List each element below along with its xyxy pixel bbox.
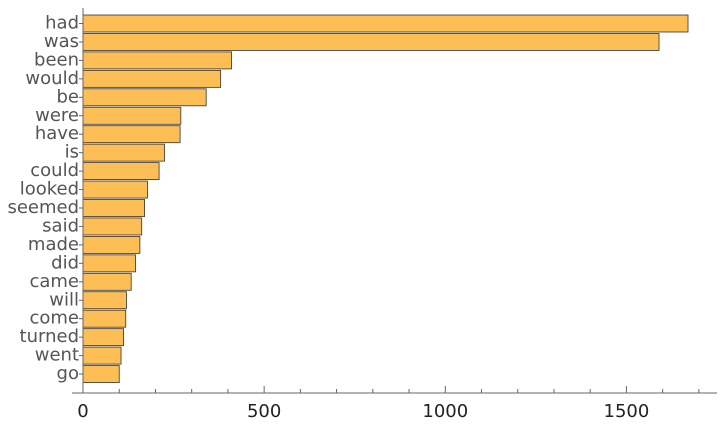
bar-could (82, 162, 160, 181)
category-label-would: would (25, 68, 79, 89)
bar-will (82, 291, 127, 310)
x-axis: 0 500 1000 1500 (72, 386, 717, 422)
x-tick-label-1500: 1500 (604, 401, 650, 422)
bar-be (82, 88, 207, 107)
category-label-was: was (44, 31, 79, 52)
category-label-be: be (57, 86, 80, 107)
category-label-could: could (30, 160, 79, 181)
bar-had (82, 14, 689, 33)
bar-looked (82, 180, 148, 199)
category-label-did: did (51, 252, 79, 273)
x-tick-label-1000: 1000 (422, 401, 468, 422)
category-labels: hadwasbeenwouldbewerehaveiscouldlookedse… (7, 13, 79, 385)
bar-said (82, 217, 143, 236)
category-label-came: came (29, 271, 79, 292)
category-label-made: made (28, 234, 79, 255)
x-tick-label-0: 0 (77, 401, 88, 422)
category-label-turned: turned (20, 326, 79, 347)
category-label-come: come (29, 308, 79, 329)
bar-did (82, 254, 136, 273)
category-label-go: go (57, 363, 79, 384)
bar-came (82, 272, 132, 291)
category-label-said: said (42, 215, 79, 236)
y-axis (79, 8, 84, 393)
category-label-had: had (45, 13, 79, 34)
bar-went (82, 346, 122, 365)
category-label-have: have (35, 123, 79, 144)
bar-is (82, 143, 165, 162)
bars-group (82, 14, 689, 383)
bar-would (82, 69, 222, 88)
category-label-been: been (34, 49, 79, 70)
category-label-were: were (35, 105, 79, 126)
bar-turned (82, 328, 124, 347)
bar-come (82, 309, 127, 328)
category-label-went: went (35, 345, 79, 366)
bar-was (82, 33, 660, 51)
bar-made (82, 235, 141, 254)
bar-go (82, 365, 120, 383)
x-tick-label-500: 500 (247, 401, 281, 422)
category-label-is: is (65, 142, 79, 163)
bar-have (82, 125, 181, 144)
bar-were (82, 106, 182, 125)
bar-been (82, 51, 232, 70)
category-label-looked: looked (20, 179, 79, 200)
category-label-will: will (49, 289, 79, 310)
category-label-seemed: seemed (7, 197, 79, 218)
bar-seemed (82, 199, 145, 217)
